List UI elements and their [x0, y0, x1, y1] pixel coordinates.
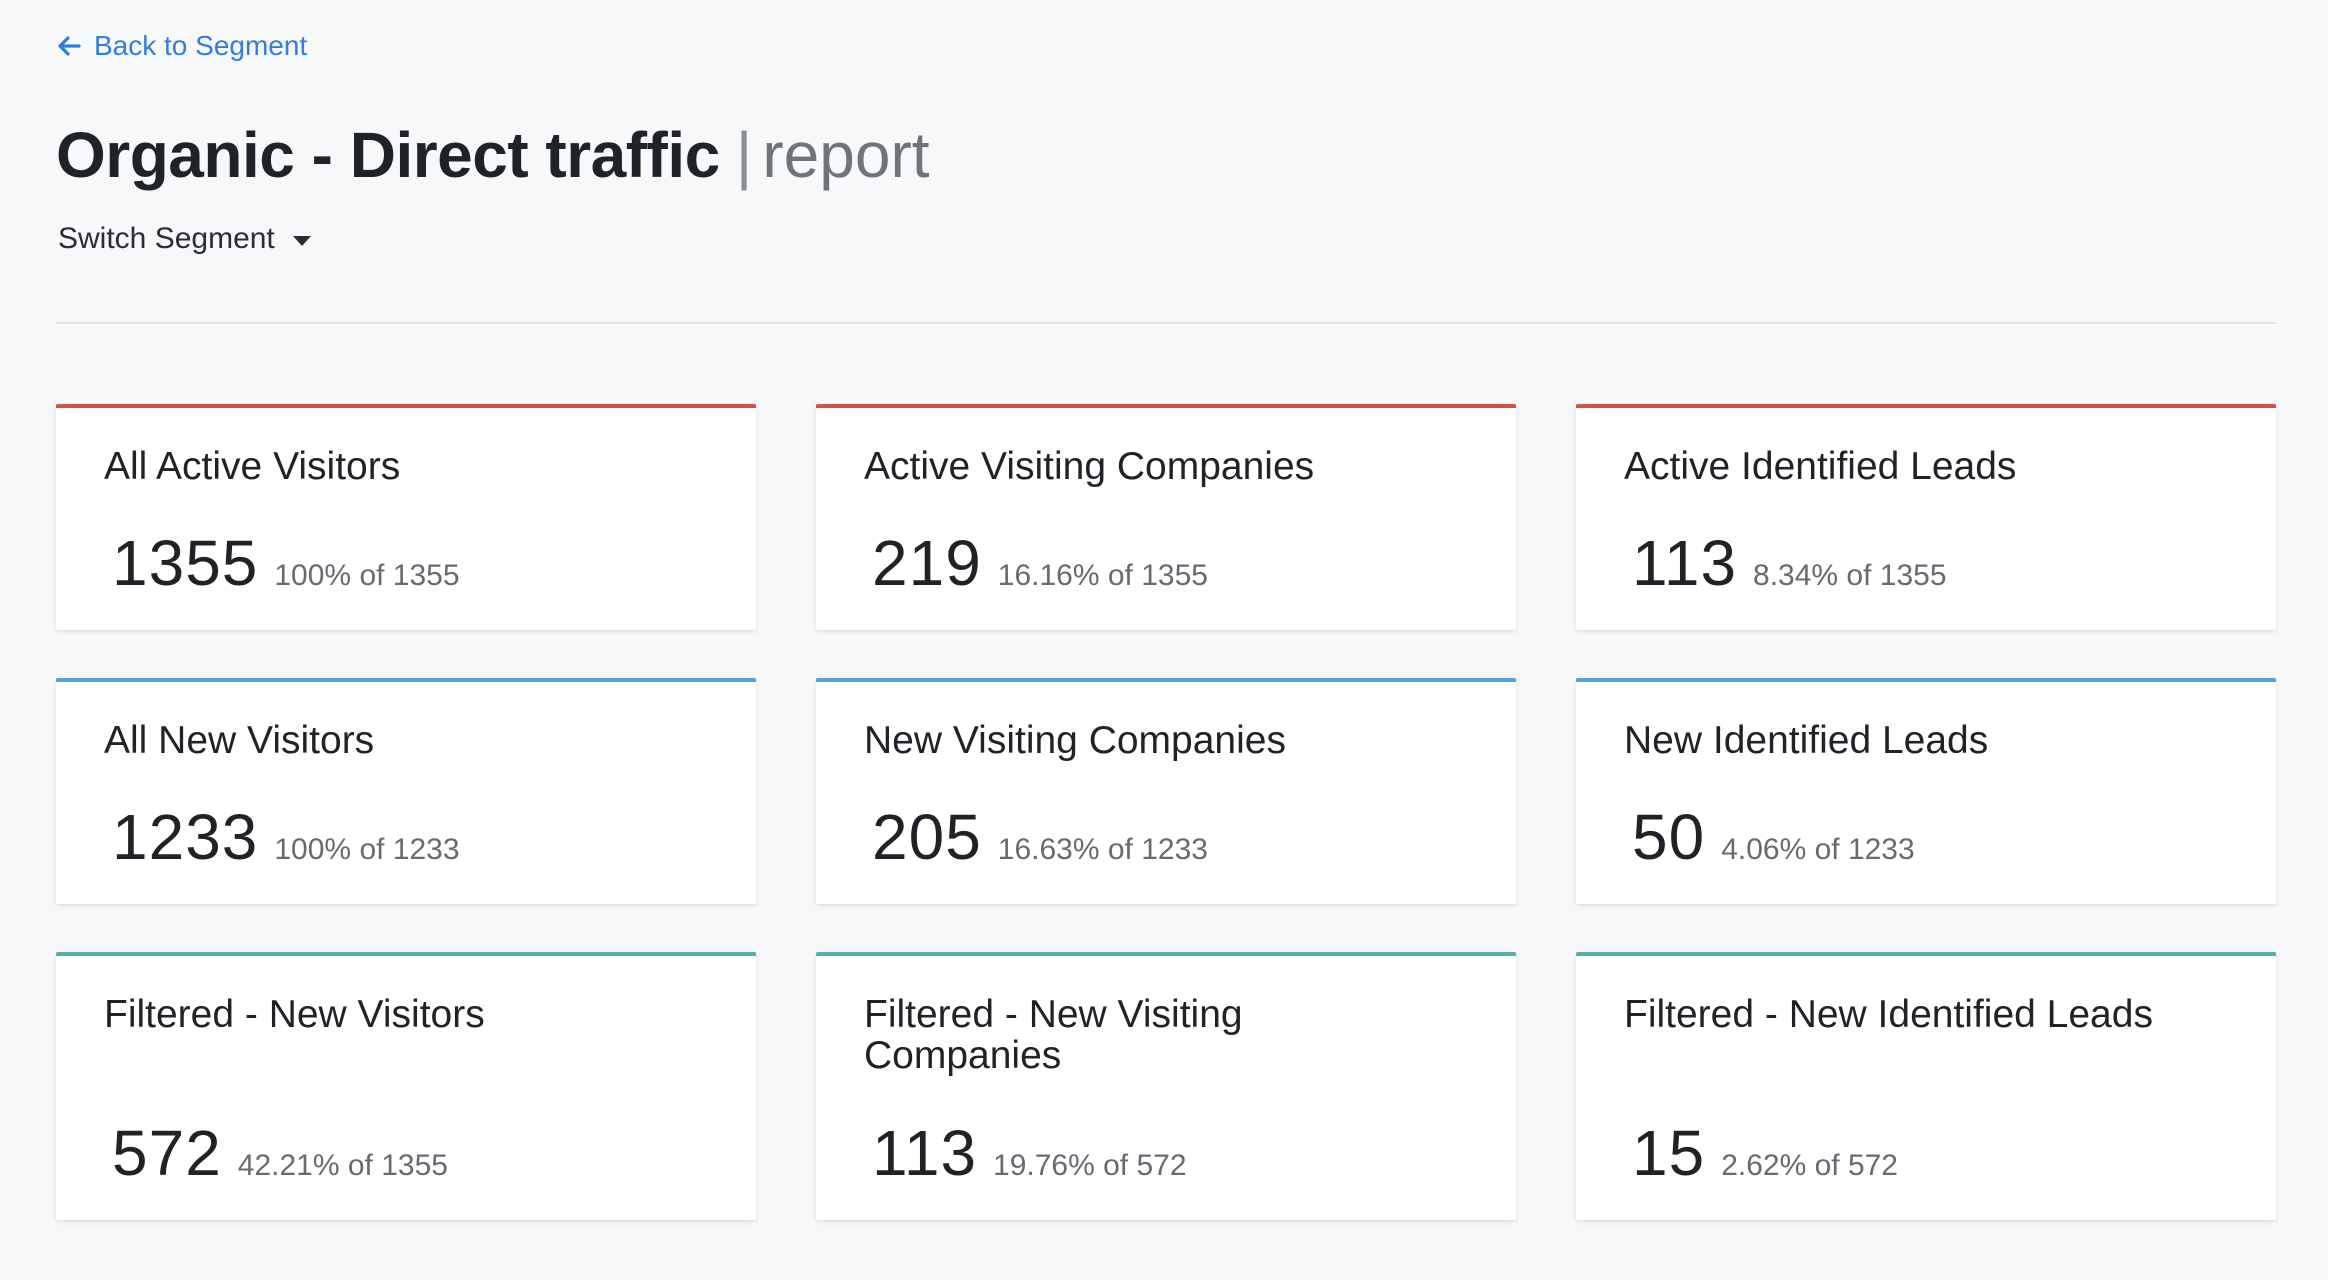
stat-value: 50 [1632, 801, 1706, 873]
stat-percentage: 16.16% of 1355 [997, 559, 1208, 592]
stat-value: 1355 [112, 527, 259, 599]
stat-percentage: 100% of 1355 [274, 559, 460, 592]
metric-card-filtered-new-visiting-companies[interactable]: Filtered - New Visiting Companies 113 19… [816, 952, 1516, 1220]
card-title: Filtered - New Identified Leads [1624, 993, 2153, 1036]
page-title: Organic - Direct traffic | report [56, 118, 930, 192]
title-separator: | [735, 119, 753, 191]
stat-percentage: 2.62% of 572 [1721, 1149, 1898, 1182]
metric-card-filtered-new-visitors[interactable]: Filtered - New Visitors 572 42.21% of 13… [56, 952, 756, 1220]
card-title: All New Visitors [104, 719, 375, 762]
card-title: All Active Visitors [104, 445, 401, 488]
title-subtitle: report [762, 119, 930, 191]
stat-value: 1233 [112, 801, 259, 873]
card-title: Active Identified Leads [1624, 445, 2017, 488]
stat-percentage: 100% of 1233 [274, 833, 460, 866]
metric-card-all-active-visitors[interactable]: All Active Visitors 1355 100% of 1355 [56, 404, 756, 630]
divider [56, 322, 2276, 324]
stat-percentage: 42.21% of 1355 [237, 1149, 448, 1182]
card-title: New Identified Leads [1624, 719, 1989, 762]
stat-value: 113 [872, 1117, 978, 1189]
stat-percentage: 19.76% of 572 [993, 1149, 1187, 1182]
card-stats: 50 4.06% of 1233 [1632, 800, 1915, 874]
metric-card-new-identified-leads[interactable]: New Identified Leads 50 4.06% of 1233 [1576, 678, 2276, 904]
stat-percentage: 16.63% of 1233 [997, 833, 1208, 866]
switch-segment-dropdown[interactable]: Switch Segment [58, 222, 311, 256]
metric-card-active-identified-leads[interactable]: Active Identified Leads 113 8.34% of 135… [1576, 404, 2276, 630]
arrow-left-icon [56, 35, 82, 57]
stat-percentage: 4.06% of 1233 [1721, 833, 1915, 866]
metric-card-filtered-new-identified-leads[interactable]: Filtered - New Identified Leads 15 2.62%… [1576, 952, 2276, 1220]
card-stats: 205 16.63% of 1233 [872, 800, 1208, 874]
card-title: Filtered - New Visitors [104, 993, 485, 1036]
metric-card-all-new-visitors[interactable]: All New Visitors 1233 100% of 1233 [56, 678, 756, 904]
caret-down-icon [292, 236, 311, 246]
stat-value: 205 [872, 801, 982, 873]
metric-card-active-visiting-companies[interactable]: Active Visiting Companies 219 16.16% of … [816, 404, 1516, 630]
card-stats: 15 2.62% of 572 [1632, 1116, 1898, 1190]
metric-card-new-visiting-companies[interactable]: New Visiting Companies 205 16.63% of 123… [816, 678, 1516, 904]
metrics-grid: All Active Visitors 1355 100% of 1355 Ac… [56, 404, 2276, 1220]
stat-value: 572 [112, 1117, 222, 1189]
card-stats: 113 8.34% of 1355 [1632, 526, 1947, 600]
card-stats: 219 16.16% of 1355 [872, 526, 1208, 600]
card-stats: 572 42.21% of 1355 [112, 1116, 448, 1190]
stat-value: 219 [872, 527, 982, 599]
back-to-segment-link[interactable]: Back to Segment [56, 30, 307, 62]
card-stats: 113 19.76% of 572 [872, 1116, 1187, 1190]
segment-name: Organic - Direct traffic [56, 119, 720, 191]
card-title: New Visiting Companies [864, 719, 1286, 762]
back-link-label: Back to Segment [94, 30, 308, 61]
switch-segment-label: Switch Segment [58, 222, 275, 255]
card-title: Filtered - New Visiting Companies [864, 993, 1243, 1077]
stat-percentage: 8.34% of 1355 [1753, 559, 1947, 592]
card-stats: 1355 100% of 1355 [112, 526, 460, 600]
card-title: Active Visiting Companies [864, 445, 1315, 488]
card-stats: 1233 100% of 1233 [112, 800, 460, 874]
stat-value: 113 [1632, 527, 1738, 599]
stat-value: 15 [1632, 1117, 1706, 1189]
